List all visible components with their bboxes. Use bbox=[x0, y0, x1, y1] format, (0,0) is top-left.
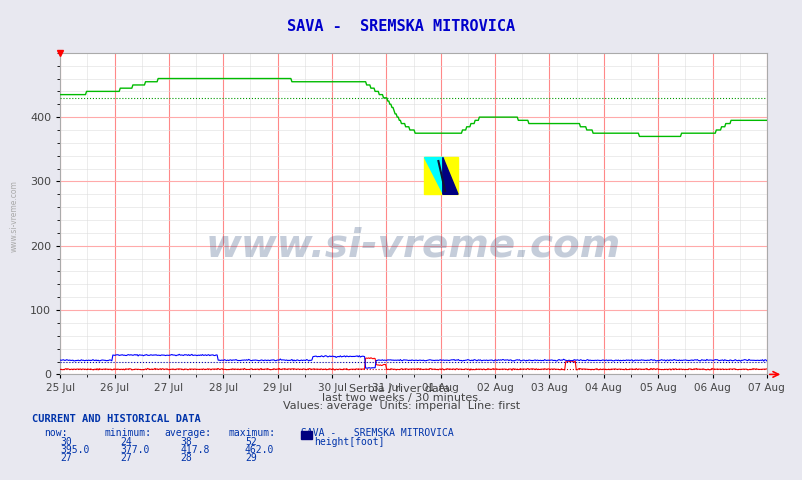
Text: 29: 29 bbox=[245, 453, 257, 463]
Text: SAVA -   SREMSKA MITROVICA: SAVA - SREMSKA MITROVICA bbox=[301, 428, 453, 438]
Text: now:: now: bbox=[44, 428, 67, 438]
Text: CURRENT AND HISTORICAL DATA: CURRENT AND HISTORICAL DATA bbox=[32, 414, 200, 424]
Polygon shape bbox=[442, 157, 457, 194]
Text: maximum:: maximum: bbox=[229, 428, 276, 438]
Text: Serbia / river data.: Serbia / river data. bbox=[349, 384, 453, 394]
Text: 417.8: 417.8 bbox=[180, 445, 210, 455]
Polygon shape bbox=[423, 157, 442, 194]
Text: 462.0: 462.0 bbox=[245, 445, 274, 455]
Text: 27: 27 bbox=[120, 453, 132, 463]
Text: Values: average  Units: imperial  Line: first: Values: average Units: imperial Line: fi… bbox=[282, 401, 520, 411]
Text: 24: 24 bbox=[120, 437, 132, 447]
Text: 38: 38 bbox=[180, 437, 192, 447]
Text: height[foot]: height[foot] bbox=[314, 437, 384, 447]
Text: www.si-vreme.com: www.si-vreme.com bbox=[205, 227, 621, 265]
Text: 395.0: 395.0 bbox=[60, 445, 90, 455]
Text: www.si-vreme.com: www.si-vreme.com bbox=[10, 180, 18, 252]
FancyBboxPatch shape bbox=[423, 157, 457, 194]
Text: 27: 27 bbox=[60, 453, 72, 463]
Text: 30: 30 bbox=[60, 437, 72, 447]
Text: last two weeks / 30 minutes.: last two weeks / 30 minutes. bbox=[322, 393, 480, 403]
Text: 377.0: 377.0 bbox=[120, 445, 150, 455]
Text: average:: average: bbox=[164, 428, 212, 438]
Text: minimum:: minimum: bbox=[104, 428, 152, 438]
Text: SAVA -  SREMSKA MITROVICA: SAVA - SREMSKA MITROVICA bbox=[287, 19, 515, 34]
Text: 28: 28 bbox=[180, 453, 192, 463]
Text: 52: 52 bbox=[245, 437, 257, 447]
